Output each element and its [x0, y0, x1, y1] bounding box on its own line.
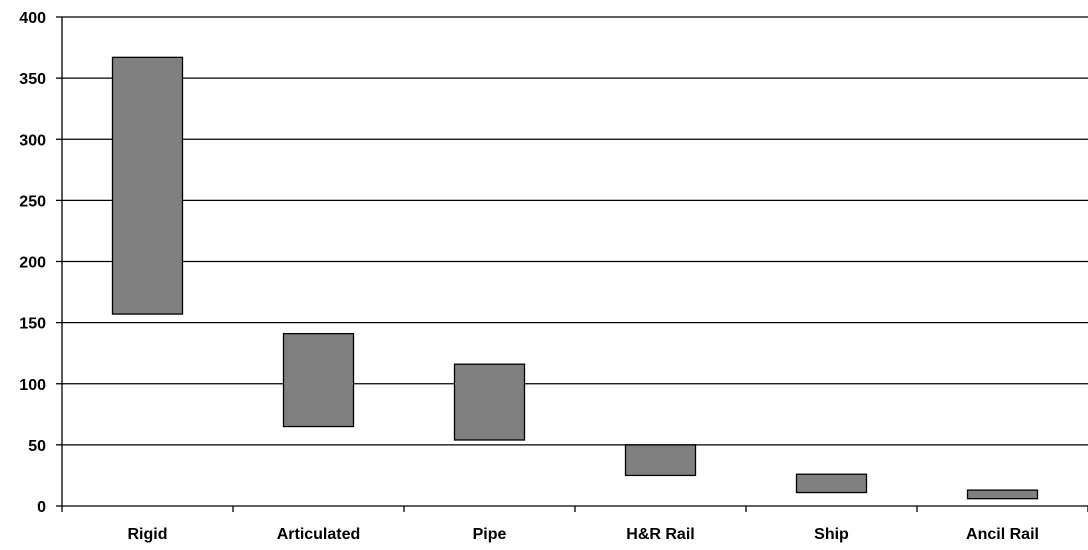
y-tick-label: 100 [19, 377, 46, 394]
y-tick-label: 400 [19, 10, 46, 27]
y-tick-label: 50 [28, 438, 46, 455]
y-tick-label: 300 [19, 132, 46, 149]
bar-pipe [453, 363, 526, 441]
y-tick-label: 150 [19, 316, 46, 333]
y-tick-label: 250 [19, 193, 46, 210]
bar-ancil-rail [966, 489, 1039, 500]
bar-rigid [111, 56, 184, 315]
y-tick-label: 0 [37, 499, 46, 516]
x-tick-label: H&R Rail [626, 526, 694, 543]
tick-labels: 0 50 100 150 200 250 300 350 400 Rigid Articulated… [19, 10, 1039, 543]
gridlines [62, 16, 1088, 446]
bar-ship [795, 473, 868, 494]
bars [111, 56, 1039, 500]
y-tick-label: 350 [19, 71, 46, 88]
x-tick-label: Articulated [277, 526, 361, 543]
bar-articulated [282, 332, 355, 428]
y-tick-label: 200 [19, 255, 46, 272]
x-tick-label: Pipe [473, 526, 507, 543]
x-tick-label: Ship [814, 526, 849, 543]
axes [56, 16, 1088, 512]
x-tick-label: Rigid [128, 526, 168, 543]
x-tick-label: Ancil Rail [966, 526, 1039, 543]
bar-h-r-rail [624, 444, 697, 477]
